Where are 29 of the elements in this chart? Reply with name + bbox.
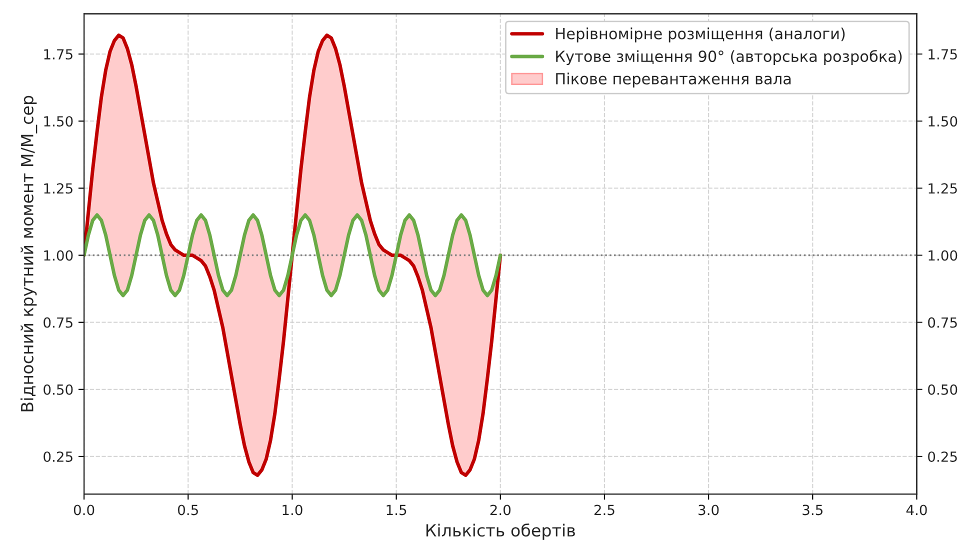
y-tick-label: 1.75 bbox=[44, 49, 72, 60]
y2-tick-label: 0.75 bbox=[928, 317, 957, 328]
y2-tick-label: 1.50 bbox=[928, 116, 958, 127]
x-tick-label: 0.5 bbox=[178, 504, 198, 516]
x-tick-label: 2.0 bbox=[490, 504, 511, 516]
y2-tick-label: 0.25 bbox=[928, 451, 957, 462]
x-tick-label: 2.5 bbox=[594, 504, 614, 516]
legend-label: Кутове зміщення 90° (авторська розробка) bbox=[556, 50, 902, 66]
x-tick-label: 1.5 bbox=[386, 504, 406, 516]
annotation: Пікове перевантаження вала bbox=[556, 72, 791, 88]
x-tick-label: 4.0 bbox=[906, 504, 927, 516]
y-axis-title: Відносний крутний момент M/M_сер bbox=[20, 96, 38, 412]
legend-label: Нерівномірне розміщення (аналоги) bbox=[556, 28, 845, 42]
x-tick-label: 1.0 bbox=[282, 504, 302, 516]
y2-tick-label: 1.25 bbox=[928, 183, 957, 194]
y2-tick-label: 1.75 bbox=[928, 49, 957, 60]
y2-tick-label: 1.00 bbox=[928, 250, 958, 261]
x-axis-title: Кількість обертів bbox=[426, 523, 575, 540]
x-tick-label: 0.0 bbox=[74, 504, 94, 516]
line-series bbox=[84, 213, 502, 298]
y-tick-label: 1.50 bbox=[44, 116, 73, 127]
y2-tick-label: 0.50 bbox=[928, 384, 958, 395]
x-tick-label: 3.0 bbox=[698, 504, 719, 516]
x-tick-label: 3.5 bbox=[802, 504, 822, 516]
y-tick-label: 0.75 bbox=[44, 317, 72, 328]
y-tick-label: 1.25 bbox=[44, 183, 72, 194]
y-tick-label: 0.50 bbox=[44, 384, 73, 395]
y-tick-label: 0.25 bbox=[44, 451, 72, 462]
y-tick-label: 1.00 bbox=[44, 250, 73, 261]
